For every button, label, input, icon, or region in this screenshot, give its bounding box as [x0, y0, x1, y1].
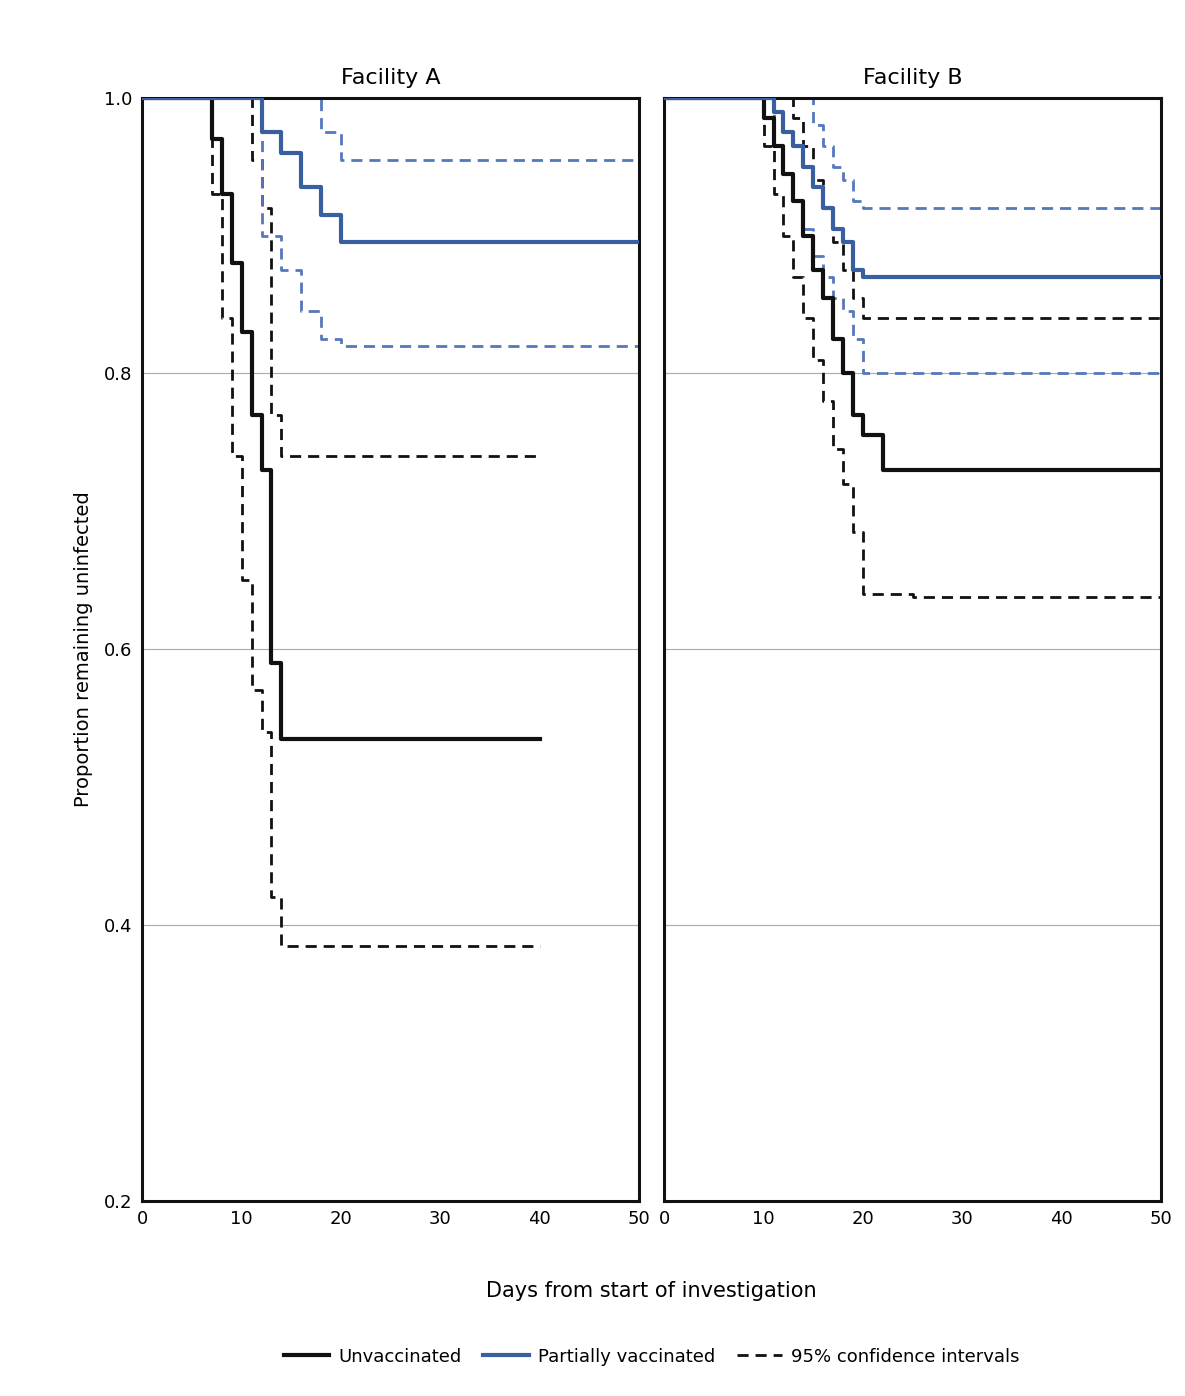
Legend: Unvaccinated, Partially vaccinated, 95% confidence intervals: Unvaccinated, Partially vaccinated, 95% …	[277, 1340, 1026, 1374]
Y-axis label: Proportion remaining uninfected: Proportion remaining uninfected	[73, 491, 92, 807]
Text: Days from start of investigation: Days from start of investigation	[486, 1282, 818, 1301]
Title: Facility B: Facility B	[863, 68, 962, 88]
Title: Facility A: Facility A	[341, 68, 441, 88]
